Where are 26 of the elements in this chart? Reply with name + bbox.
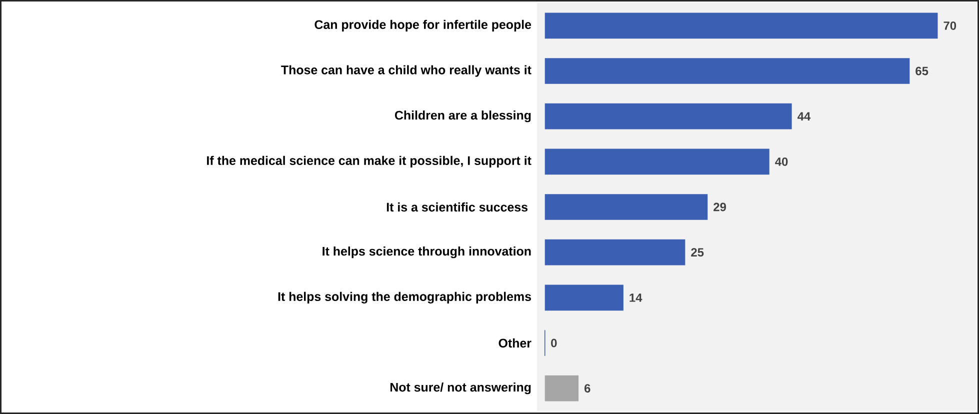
bar [544,58,910,84]
bar [544,103,792,130]
y-tick-label: It is a scientific success [386,202,528,212]
y-tick-label: Children are a blessing [394,110,531,122]
data-label: 25 [691,248,704,257]
bar [544,148,770,175]
data-label: 14 [630,294,642,302]
y-tick-label: Those can have a child who really wants it [281,65,532,77]
y-tick-label: If the medical science can make it possible, I support it [207,156,532,168]
bar [544,194,708,220]
bar [544,12,938,39]
bar [544,375,579,402]
y-tick-label: Can provide hope for infertile people [314,20,532,32]
data-label: 65 [916,66,928,76]
y-tick-label: It helps science through innovation [322,246,531,258]
y-tick-label: Other [498,338,532,348]
data-label: 0 [551,338,557,348]
bar [544,284,624,311]
data-label: 44 [798,112,811,120]
data-label: 70 [944,21,956,30]
y-tick-label: Not sure/ not answering [390,382,531,394]
data-label: 6 [584,384,590,393]
bar [544,239,686,266]
data-label: 40 [775,157,788,166]
data-label: 29 [714,202,726,212]
y-tick-label: It helps solving the demographic problems [278,292,531,304]
